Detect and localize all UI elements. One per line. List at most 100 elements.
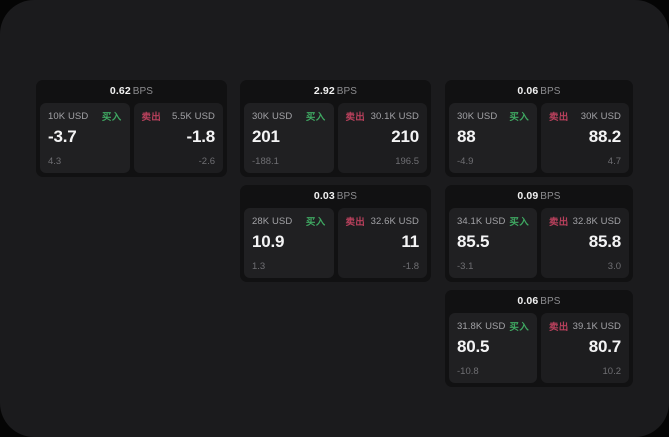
ask-size-label: 30.1K USD	[370, 110, 419, 122]
bid-delta: -4.9	[457, 156, 474, 167]
quote-card[interactable]: 0.09 BPS 34.1K USD 买入 85.5 -3.1 卖出 32.8K USD 85.…	[445, 185, 633, 282]
ask-price: 11	[401, 232, 419, 251]
ask-panel-header: 卖出 32.6K USD	[345, 215, 420, 229]
ask-price: 80.7	[588, 337, 621, 356]
bid-delta: 1.3	[252, 261, 266, 272]
bid-price: 88	[457, 127, 476, 146]
buy-tag[interactable]: 买入	[509, 322, 529, 333]
bid-panel[interactable]: 28K USD 买入 10.9 1.3	[244, 208, 334, 278]
spread-value: 0.03	[313, 190, 335, 202]
bid-panel-header: 30K USD 买入	[457, 110, 529, 124]
ask-size-label: 5.5K USD	[171, 110, 215, 122]
bid-price: 85.5	[457, 232, 490, 251]
spread-value: 0.09	[517, 190, 539, 202]
ask-delta: -1.8	[402, 261, 419, 272]
bid-size-label: 31.8K USD	[457, 320, 506, 332]
quote-card[interactable]: 0.06 BPS 30K USD 买入 88 -4.9 卖出 30K USD 88.2 4.7	[445, 80, 633, 177]
ask-delta: 3.0	[607, 261, 621, 272]
ask-delta: -2.6	[198, 156, 215, 167]
spread-header: 0.06 BPS	[445, 80, 633, 102]
buy-tag[interactable]: 买入	[509, 217, 529, 228]
ask-panel[interactable]: 卖出 30.1K USD 210 196.5	[337, 103, 427, 173]
bid-panel[interactable]: 30K USD 买入 201 -188.1	[244, 103, 334, 173]
ask-panel[interactable]: 卖出 32.8K USD 85.8 3.0	[541, 208, 629, 278]
bid-panel[interactable]: 10K USD 买入 -3.7 4.3	[40, 103, 130, 173]
bid-price: 201	[252, 127, 280, 146]
bid-delta: -188.1	[252, 156, 279, 167]
bid-size-label: 10K USD	[48, 110, 89, 122]
ask-price: 210	[391, 127, 419, 146]
ask-panel[interactable]: 卖出 32.6K USD 11 -1.8	[337, 208, 427, 278]
bid-panel[interactable]: 31.8K USD 买入 80.5 -10.8	[449, 313, 537, 383]
ask-delta: 4.7	[607, 156, 621, 167]
bid-panel[interactable]: 30K USD 买入 88 -4.9	[449, 103, 537, 173]
ask-size-label: 32.6K USD	[370, 215, 419, 227]
bid-panel[interactable]: 34.1K USD 买入 85.5 -3.1	[449, 208, 537, 278]
quote-sides: 30K USD 买入 88 -4.9 卖出 30K USD 88.2 4.7	[449, 103, 629, 173]
spread-unit: BPS	[540, 296, 561, 307]
ask-panel-header: 卖出 39.1K USD	[549, 320, 621, 334]
ask-panel[interactable]: 卖出 39.1K USD 80.7 10.2	[541, 313, 629, 383]
quote-card[interactable]: 2.92 BPS 30K USD 买入 201 -188.1 卖出 30.1K USD 210 1…	[240, 80, 431, 177]
ask-size-label: 32.8K USD	[572, 215, 621, 227]
bid-delta: -3.1	[457, 261, 474, 272]
spread-header: 0.09 BPS	[445, 185, 633, 207]
spread-value: 0.06	[517, 85, 539, 97]
ask-size-label: 30K USD	[580, 110, 621, 122]
buy-tag[interactable]: 买入	[305, 112, 326, 123]
quote-sides: 31.8K USD 买入 80.5 -10.8 卖出 39.1K USD 80.7 10.2	[449, 313, 629, 383]
spread-header: 0.62 BPS	[36, 80, 227, 102]
spread-header: 2.92 BPS	[240, 80, 431, 102]
bid-delta: -10.8	[457, 366, 479, 377]
quote-sides: 30K USD 买入 201 -188.1 卖出 30.1K USD 210 196.5	[244, 103, 427, 173]
bid-panel-header: 10K USD 买入	[48, 110, 122, 124]
bid-panel-header: 30K USD 买入	[252, 110, 326, 124]
spread-unit: BPS	[540, 86, 561, 97]
sell-tag[interactable]: 卖出	[345, 112, 366, 123]
quote-card[interactable]: 0.62 BPS 10K USD 买入 -3.7 4.3 卖出 5.5K USD -1.8 -2.…	[36, 80, 227, 177]
sell-tag[interactable]: 卖出	[345, 217, 366, 228]
ask-price: -1.8	[186, 127, 216, 146]
bid-delta: 4.3	[48, 156, 62, 167]
sell-tag[interactable]: 卖出	[549, 112, 569, 123]
bid-size-label: 30K USD	[457, 110, 498, 122]
bid-size-label: 30K USD	[252, 110, 293, 122]
sell-tag[interactable]: 卖出	[549, 322, 569, 333]
bid-size-label: 28K USD	[252, 215, 293, 227]
spread-value: 0.06	[517, 295, 539, 307]
spread-unit: BPS	[132, 86, 154, 97]
quote-sides: 28K USD 买入 10.9 1.3 卖出 32.6K USD 11 -1.8	[244, 208, 427, 278]
spread-header: 0.06 BPS	[445, 290, 633, 312]
spread-value: 0.62	[109, 85, 131, 97]
quote-card[interactable]: 0.06 BPS 31.8K USD 买入 80.5 -10.8 卖出 39.1K USD 80…	[445, 290, 633, 387]
ask-price: 88.2	[588, 127, 621, 146]
ask-price: 85.8	[588, 232, 621, 251]
bid-price: -3.7	[48, 127, 77, 146]
ask-panel-header: 卖出 30K USD	[549, 110, 621, 124]
bid-panel-header: 31.8K USD 买入	[457, 320, 529, 334]
ask-delta: 10.2	[602, 366, 622, 377]
quote-card[interactable]: 0.03 BPS 28K USD 买入 10.9 1.3 卖出 32.6K USD 11 -1.8	[240, 185, 431, 282]
bid-panel-header: 34.1K USD 买入	[457, 215, 529, 229]
buy-tag[interactable]: 买入	[305, 217, 326, 228]
ask-panel[interactable]: 卖出 30K USD 88.2 4.7	[541, 103, 629, 173]
ask-delta: 196.5	[395, 156, 419, 167]
bid-price: 80.5	[457, 337, 490, 356]
bid-price: 10.9	[252, 232, 285, 251]
sell-tag[interactable]: 卖出	[549, 217, 569, 228]
ask-panel-header: 卖出 32.8K USD	[549, 215, 621, 229]
sell-tag[interactable]: 卖出	[141, 112, 162, 123]
spread-header: 0.03 BPS	[240, 185, 431, 207]
ask-panel-header: 卖出 30.1K USD	[345, 110, 420, 124]
bid-size-label: 34.1K USD	[457, 215, 506, 227]
spread-value: 2.92	[313, 85, 335, 97]
bid-panel-header: 28K USD 买入	[252, 215, 326, 229]
ask-panel[interactable]: 卖出 5.5K USD -1.8 -2.6	[133, 103, 223, 173]
quote-sides: 34.1K USD 买入 85.5 -3.1 卖出 32.8K USD 85.8 3.0	[449, 208, 629, 278]
buy-tag[interactable]: 买入	[509, 112, 529, 123]
spread-unit: BPS	[540, 191, 561, 202]
ask-size-label: 39.1K USD	[572, 320, 621, 332]
spread-unit: BPS	[336, 191, 358, 202]
buy-tag[interactable]: 买入	[101, 112, 122, 123]
